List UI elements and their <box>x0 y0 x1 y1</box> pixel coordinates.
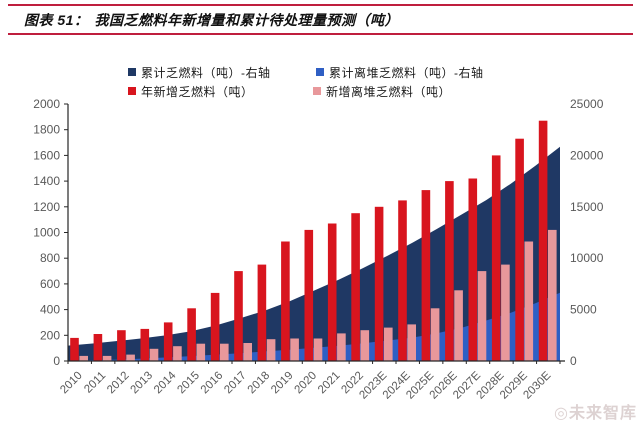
bar-annual-new-2027E <box>468 178 478 361</box>
x-axis-label-2014: 2014 <box>152 369 179 396</box>
bar-new-offreactor-2025E <box>430 308 440 361</box>
legend-item-2: 年新增乏燃料（吨） <box>128 84 254 99</box>
x-axis-label-2020: 2020 <box>293 370 320 397</box>
y-axis-left-label: 1600 <box>33 148 60 162</box>
bar-new-offreactor-2027E <box>477 271 487 361</box>
bar-annual-new-2026E <box>445 181 454 361</box>
x-axis-label-2012: 2012 <box>105 370 132 397</box>
x-axis-label-2019: 2019 <box>269 370 296 397</box>
legend-label: 累计乏燃料（吨）-右轴 <box>141 65 271 80</box>
bar-annual-new-2023E <box>374 206 384 361</box>
bar-annual-new-2025E <box>421 190 431 361</box>
x-axis-label-2015: 2015 <box>175 370 202 397</box>
bar-annual-new-2012 <box>117 330 126 361</box>
y-axis-right-label: 15000 <box>570 200 604 214</box>
title-top-rule <box>8 4 633 6</box>
bar-annual-new-2030E <box>538 120 548 361</box>
legend-item-1: 累计离堆乏燃料（吨）-右轴 <box>316 65 484 80</box>
y-axis-left-label: 2000 <box>33 97 60 111</box>
bar-annual-new-2028E <box>491 155 501 361</box>
bar-new-offreactor-2012 <box>126 354 135 361</box>
bar-new-offreactor-2022 <box>360 330 370 361</box>
x-axis-label-2016: 2016 <box>199 370 226 397</box>
bar-new-offreactor-2014 <box>173 346 182 361</box>
x-axis-label-2030E: 2030E <box>521 369 553 401</box>
legend-item-0: 累计乏燃料（吨）-右轴 <box>128 65 271 80</box>
y-axis-right-label: 10000 <box>570 251 604 265</box>
bar-new-offreactor-2029E <box>524 241 534 361</box>
bar-annual-new-2015 <box>187 308 196 361</box>
y-axis-right-label: 0 <box>570 354 577 368</box>
y-axis-right-label: 25000 <box>570 97 604 111</box>
legend-swatch-icon <box>128 87 136 95</box>
bar-annual-new-2016 <box>210 292 220 361</box>
legend-swatch-icon <box>316 68 324 76</box>
x-axis-label-2010: 2010 <box>58 370 85 397</box>
bar-annual-new-2019 <box>281 241 290 361</box>
bar-new-offreactor-2026E <box>454 290 463 361</box>
bar-annual-new-2029E <box>515 138 524 361</box>
y-axis-left-label: 800 <box>40 251 60 265</box>
bar-new-offreactor-2015 <box>196 343 206 361</box>
combo-chart: 0200400600800100012001400160018002000050… <box>33 97 604 402</box>
bar-new-offreactor-2030E <box>548 229 557 361</box>
y-axis-left-label: 1200 <box>33 200 60 214</box>
figure-number-label: 图表 51： <box>24 12 89 28</box>
bar-new-offreactor-2021 <box>337 333 346 361</box>
legend-swatch-icon <box>128 68 136 76</box>
y-axis-left-label: 0 <box>53 354 60 368</box>
bar-new-offreactor-2020 <box>313 338 323 361</box>
x-axis-label-2021: 2021 <box>316 370 343 397</box>
area-series-0 <box>68 146 560 361</box>
bar-annual-new-2014 <box>163 322 173 361</box>
legend-swatch-icon <box>313 87 321 95</box>
bar-annual-new-2022 <box>351 213 360 361</box>
bar-annual-new-2018 <box>257 264 267 361</box>
bar-annual-new-2013 <box>140 328 150 361</box>
bar-annual-new-2010 <box>70 337 79 361</box>
y-axis-left-label: 1000 <box>33 226 60 240</box>
y-axis-right-label: 5000 <box>570 303 597 317</box>
y-axis-right-label: 20000 <box>570 148 604 162</box>
bar-new-offreactor-2028E <box>501 264 510 361</box>
bar-new-offreactor-2011 <box>102 355 112 361</box>
legend-label: 累计离堆乏燃料（吨）-右轴 <box>329 65 484 80</box>
figure-title-text: 我国乏燃料年新增量和累计待处理量预测（吨） <box>94 12 399 28</box>
x-axis-label-2013: 2013 <box>129 370 156 397</box>
bar-new-offreactor-2018 <box>266 339 276 361</box>
y-axis-left-label: 600 <box>40 277 60 291</box>
y-axis-left-label: 1800 <box>33 123 60 137</box>
bar-annual-new-2024E <box>398 200 407 361</box>
x-axis-label-2011: 2011 <box>82 370 108 396</box>
y-axis-left-label: 200 <box>40 328 60 342</box>
legend-item-3: 新增离堆乏燃料（吨） <box>313 84 452 99</box>
legend-label: 新增离堆乏燃料（吨） <box>326 84 452 99</box>
bar-new-offreactor-2024E <box>407 324 416 361</box>
bar-annual-new-2017 <box>234 271 243 361</box>
bar-annual-new-2011 <box>93 334 103 361</box>
bar-new-offreactor-2023E <box>384 327 393 361</box>
bar-new-offreactor-2010 <box>79 355 88 361</box>
bar-annual-new-2020 <box>304 229 314 361</box>
bar-new-offreactor-2017 <box>243 343 252 361</box>
y-axis-left-label: 400 <box>40 303 60 317</box>
bar-new-offreactor-2019 <box>290 338 299 361</box>
y-axis-left-label: 1400 <box>33 174 60 188</box>
x-axis-label-2017: 2017 <box>222 370 249 397</box>
bar-new-offreactor-2013 <box>149 348 159 361</box>
x-axis-label-2018: 2018 <box>246 370 273 397</box>
legend-label: 年新增乏燃料（吨） <box>141 84 254 99</box>
watermark-text: ◎未来智库 <box>554 405 637 422</box>
bar-new-offreactor-2016 <box>220 343 229 361</box>
bar-annual-new-2021 <box>327 223 337 361</box>
figure-title: 图表 51： 我国乏燃料年新增量和累计待处理量预测（吨） <box>24 9 624 31</box>
title-bottom-rule <box>8 33 633 35</box>
